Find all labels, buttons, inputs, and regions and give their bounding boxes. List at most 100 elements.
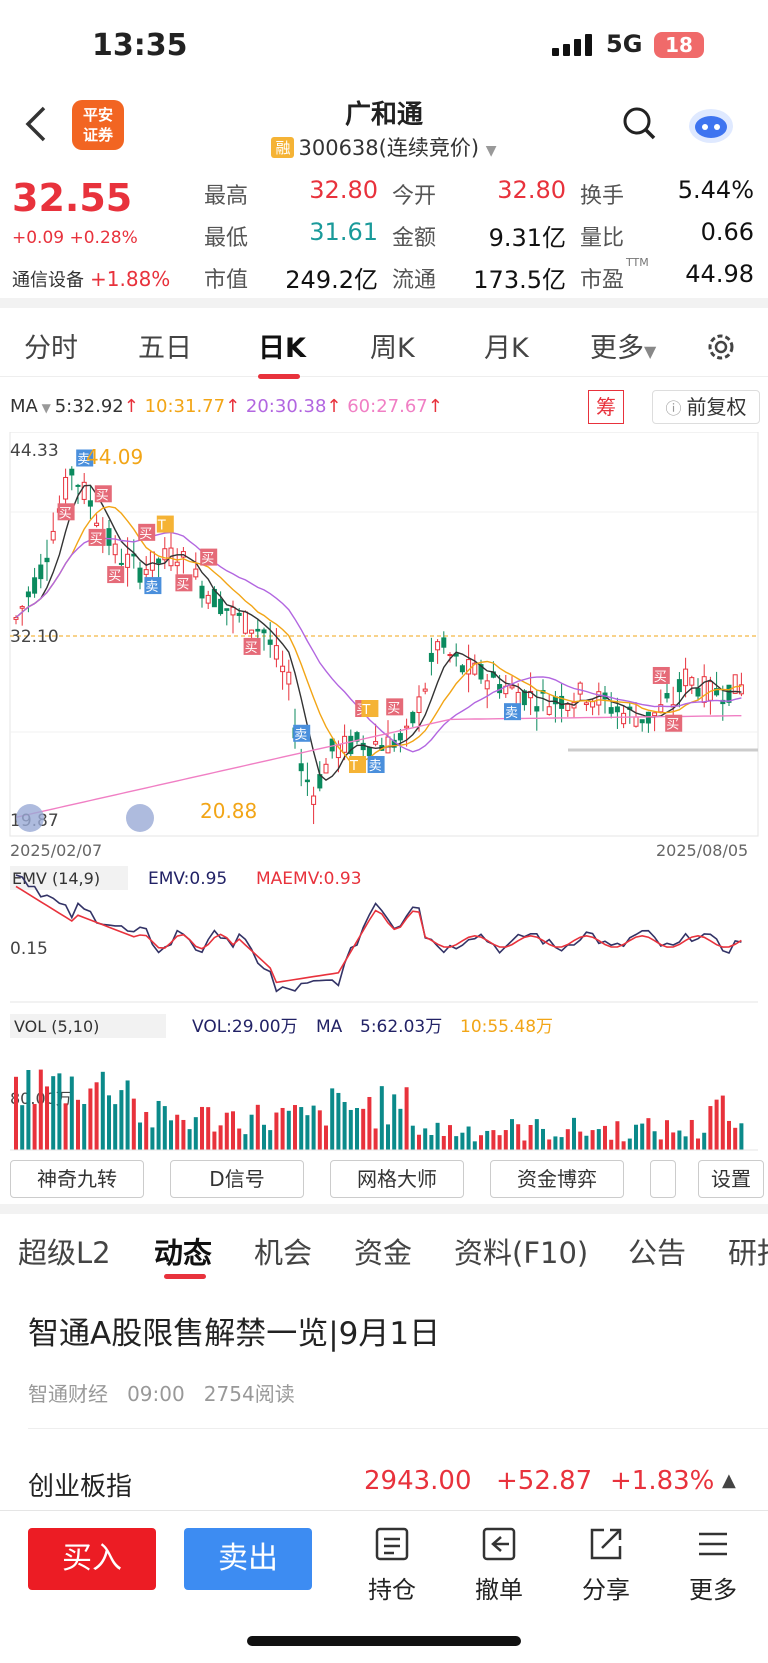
ntab-funds[interactable]: 资金 xyxy=(354,1236,413,1270)
battery-icon: 18 xyxy=(654,32,704,58)
collapse-icon[interactable] xyxy=(16,804,44,832)
ntab-dynamic[interactable]: 动态 xyxy=(154,1236,213,1270)
tool-fund-game[interactable]: 资金博弈 xyxy=(490,1160,624,1198)
ntab-f10[interactable]: 资料(F10) xyxy=(454,1236,589,1270)
volume-bar xyxy=(224,1112,229,1150)
ntab-chance[interactable]: 机会 xyxy=(254,1236,313,1270)
signal-icon xyxy=(552,34,592,56)
ntab-notice[interactable]: 公告 xyxy=(628,1236,687,1270)
ma-label: MA xyxy=(10,396,38,417)
quote-value: 32.80 xyxy=(497,176,566,204)
expand-up-icon[interactable]: ▲ xyxy=(722,1470,736,1491)
ntab-l2[interactable]: 超级L2 xyxy=(18,1236,111,1270)
volume-bar xyxy=(262,1124,266,1150)
volume-bar xyxy=(472,1141,477,1150)
date-end: 2025/08/05 xyxy=(656,841,748,860)
volume-bar xyxy=(107,1095,111,1150)
trade-marker xyxy=(665,714,683,732)
volume-bar xyxy=(714,1099,719,1150)
tab-more[interactable]: 更多▼ xyxy=(590,326,656,365)
volume-bar xyxy=(45,1086,49,1150)
volume-bar xyxy=(503,1130,508,1150)
volume-bar xyxy=(441,1135,446,1150)
candle-body xyxy=(732,674,738,694)
candle-body xyxy=(726,684,732,703)
volume-bar xyxy=(572,1117,576,1150)
quote-label: 量比 xyxy=(580,226,625,251)
volume-bar xyxy=(193,1117,198,1150)
gear-icon[interactable] xyxy=(704,330,738,364)
trade-marker xyxy=(361,700,379,718)
sell-button[interactable]: 卖出 xyxy=(184,1528,312,1590)
trade-marker-label: 买 xyxy=(387,701,400,716)
cancel-order-button[interactable]: 撤单 xyxy=(459,1526,539,1605)
vol-selector[interactable] xyxy=(10,1014,166,1038)
candle-body xyxy=(621,712,627,725)
ma-legend[interactable]: MA ▼ 5:32.92↑ 10:31.77↑ 20:30.38↑ 60:27.… xyxy=(10,396,443,417)
position-button[interactable]: 持仓 xyxy=(352,1526,432,1605)
candle-body xyxy=(447,654,453,657)
buy-button[interactable]: 买入 xyxy=(28,1528,156,1590)
volume-bar xyxy=(720,1095,725,1150)
sector-info[interactable]: 通信设备 +1.88% xyxy=(12,266,170,292)
volume-bar xyxy=(175,1114,180,1150)
volume-bar xyxy=(584,1135,589,1150)
tab-monthk[interactable]: 月K xyxy=(484,333,529,364)
adjust-mode-button[interactable]: ⓘ 前复权 xyxy=(652,390,760,424)
more-button[interactable]: 更多 xyxy=(673,1526,753,1605)
trade-marker-label: 买 xyxy=(245,641,258,656)
candle-body xyxy=(87,500,93,507)
volume-bar xyxy=(683,1136,688,1150)
tool-nine-turn[interactable]: 神奇九转 xyxy=(10,1160,144,1198)
back-button[interactable] xyxy=(24,104,48,154)
trade-marker xyxy=(138,523,156,541)
emv-line xyxy=(15,874,742,993)
index-name[interactable]: 创业板指 xyxy=(28,1472,133,1502)
tab-wuri[interactable]: 五日 xyxy=(138,333,192,364)
fullscreen-icon[interactable] xyxy=(126,804,154,832)
volume-bar xyxy=(119,1090,124,1150)
tool-d-signal[interactable]: D信号 xyxy=(170,1160,304,1198)
section-divider xyxy=(0,1204,768,1214)
tool-partial[interactable] xyxy=(650,1160,676,1198)
volume-bar xyxy=(26,1070,31,1150)
volume-bar xyxy=(603,1125,607,1150)
tab-weekk[interactable]: 周K xyxy=(370,333,415,364)
volume-bar xyxy=(305,1115,310,1150)
tool-settings[interactable]: 设置 xyxy=(698,1160,764,1198)
news-meta: 智通财经 09:00 2754阅读 xyxy=(28,1378,295,1407)
candle-body xyxy=(608,707,614,714)
volume-bar xyxy=(534,1119,539,1150)
share-button[interactable]: 分享 xyxy=(566,1526,646,1605)
volume-bar xyxy=(280,1107,285,1150)
chip-distribution-button[interactable]: 筹 xyxy=(588,390,624,424)
volume-bar xyxy=(342,1101,347,1150)
candle-body xyxy=(639,719,645,724)
robot-assistant-icon[interactable] xyxy=(686,104,736,146)
volume-bar xyxy=(156,1100,161,1150)
ntab-research[interactable]: 研报 xyxy=(728,1236,768,1270)
kline-chart[interactable]: 买卖买买买买卖T买买买卖卖买TT卖买卖买买 44.33 32.10 19.87 … xyxy=(8,432,760,1154)
stock-code-selector[interactable]: 融 300638(连续竞价) ▼ xyxy=(0,132,768,162)
volume-bar xyxy=(522,1140,527,1150)
tool-grid-master[interactable]: 网格大师 xyxy=(330,1160,464,1198)
active-tab-indicator xyxy=(164,1274,206,1279)
volume-bar xyxy=(665,1120,669,1150)
volume-bar xyxy=(361,1108,366,1150)
candle-body xyxy=(546,706,552,715)
tab-dayk[interactable]: 日K xyxy=(258,333,306,364)
home-indicator[interactable] xyxy=(247,1636,521,1646)
news-title[interactable]: 智通A股限售解禁一览|9月1日 xyxy=(28,1316,441,1352)
candle-body xyxy=(521,690,527,706)
vol-value: VOL:29.00万 xyxy=(192,1017,298,1037)
volume-bar xyxy=(646,1118,651,1150)
trade-marker xyxy=(107,566,125,584)
tab-fenshi[interactable]: 分时 xyxy=(24,333,78,364)
search-icon[interactable] xyxy=(622,106,656,140)
price-high-label: 44.33 xyxy=(10,441,59,461)
volume-bar xyxy=(658,1139,663,1150)
volume-bar xyxy=(528,1125,533,1150)
trade-marker xyxy=(94,485,112,503)
trade-marker xyxy=(144,577,162,595)
network-type: 5G xyxy=(606,30,643,58)
